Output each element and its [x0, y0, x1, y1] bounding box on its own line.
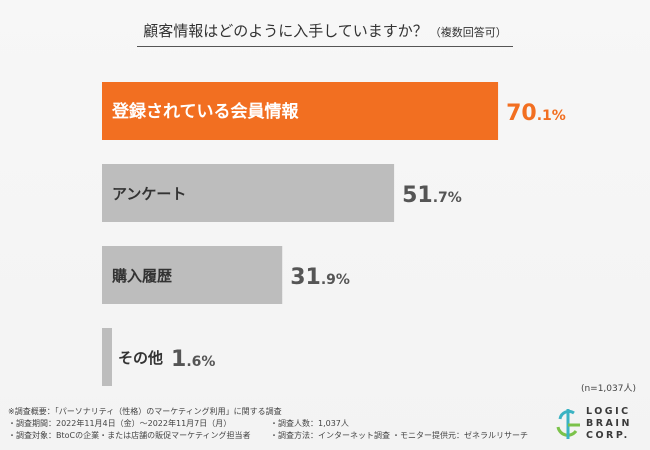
survey-provider: ・モニター提供元：ゼネラルリサーチ [392, 431, 528, 440]
category-label-2: 購入履歴 [111, 267, 172, 285]
survey-respondents: ・調査人数：1,037人 [270, 419, 349, 428]
value-label-0: 70.1% [506, 101, 566, 126]
title-note: （複数回答可） [429, 26, 507, 39]
value-label-1: 51.7% [402, 183, 462, 208]
bar-2 [102, 246, 283, 304]
logo-mark-icon [556, 409, 580, 439]
bar-chart: 登録されている会員情報 70.1% アンケート 51.7% 購入履歴 31.9% その他 1.… [102, 82, 566, 386]
company-logo: LOGIC BRAIN CORP. [554, 405, 644, 443]
bar-3 [102, 328, 112, 386]
category-label-0: 登録されている会員情報 [111, 101, 299, 122]
chart-title: 顧客情報はどのように入手していますか？ （複数回答可） [0, 20, 650, 41]
logo-text: LOGIC BRAIN CORP. [586, 406, 632, 442]
survey-target: ・調査対象：BtoCの企業・または店舗の販促マーケティング担当者 [8, 431, 251, 440]
title-underline [137, 46, 513, 47]
logo-line-1: LOGIC [586, 406, 631, 417]
survey-overview: ※調査概要：「パーソナリティ（性格）のマーケティング利用」に関する調査 [8, 407, 282, 416]
category-label-3: その他 [118, 349, 163, 367]
category-label-1: アンケート [112, 185, 186, 203]
title-text: 顧客情報はどのように入手していますか？ [143, 22, 428, 40]
value-label-3: 1.6% [171, 347, 215, 372]
survey-method: ・調査方法：インターネット調査 [270, 431, 390, 440]
sample-size: (n=1,037人) [580, 384, 636, 394]
bar-1 [102, 164, 395, 222]
logo-line-2: BRAIN [586, 418, 632, 429]
survey-footer: ※調査概要：「パーソナリティ（性格）のマーケティング利用」に関する調査 ・調査期… [8, 406, 528, 442]
survey-period: ・調査期間：2022年11月4日（金）〜2022年11月7日（月） [8, 419, 232, 428]
bar-0 [102, 82, 499, 140]
value-label-2: 31.9% [290, 265, 350, 290]
logo-line-3: CORP. [586, 430, 630, 441]
